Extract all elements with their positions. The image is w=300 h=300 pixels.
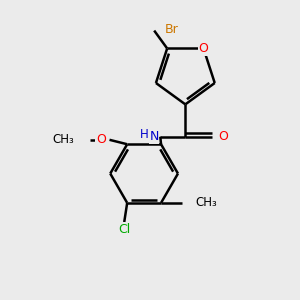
- Text: O: O: [96, 133, 106, 146]
- Text: N: N: [149, 130, 159, 143]
- Text: CH₃: CH₃: [195, 196, 217, 209]
- Text: O: O: [199, 42, 208, 55]
- Text: CH₃: CH₃: [52, 133, 74, 146]
- Text: Cl: Cl: [118, 223, 130, 236]
- Text: O: O: [218, 130, 228, 143]
- Text: H: H: [140, 128, 149, 141]
- Text: Br: Br: [164, 22, 178, 36]
